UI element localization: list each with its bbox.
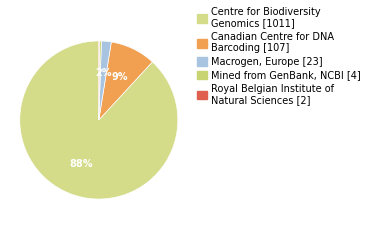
Text: 2%: 2% — [95, 68, 112, 78]
Wedge shape — [99, 41, 111, 120]
Legend: Centre for Biodiversity
Genomics [1011], Canadian Centre for DNA
Barcoding [107]: Centre for Biodiversity Genomics [1011],… — [195, 5, 363, 107]
Wedge shape — [99, 42, 152, 120]
Text: 9%: 9% — [111, 72, 128, 82]
Text: 88%: 88% — [70, 159, 93, 169]
Wedge shape — [99, 41, 100, 120]
Wedge shape — [99, 41, 101, 120]
Wedge shape — [20, 41, 178, 199]
